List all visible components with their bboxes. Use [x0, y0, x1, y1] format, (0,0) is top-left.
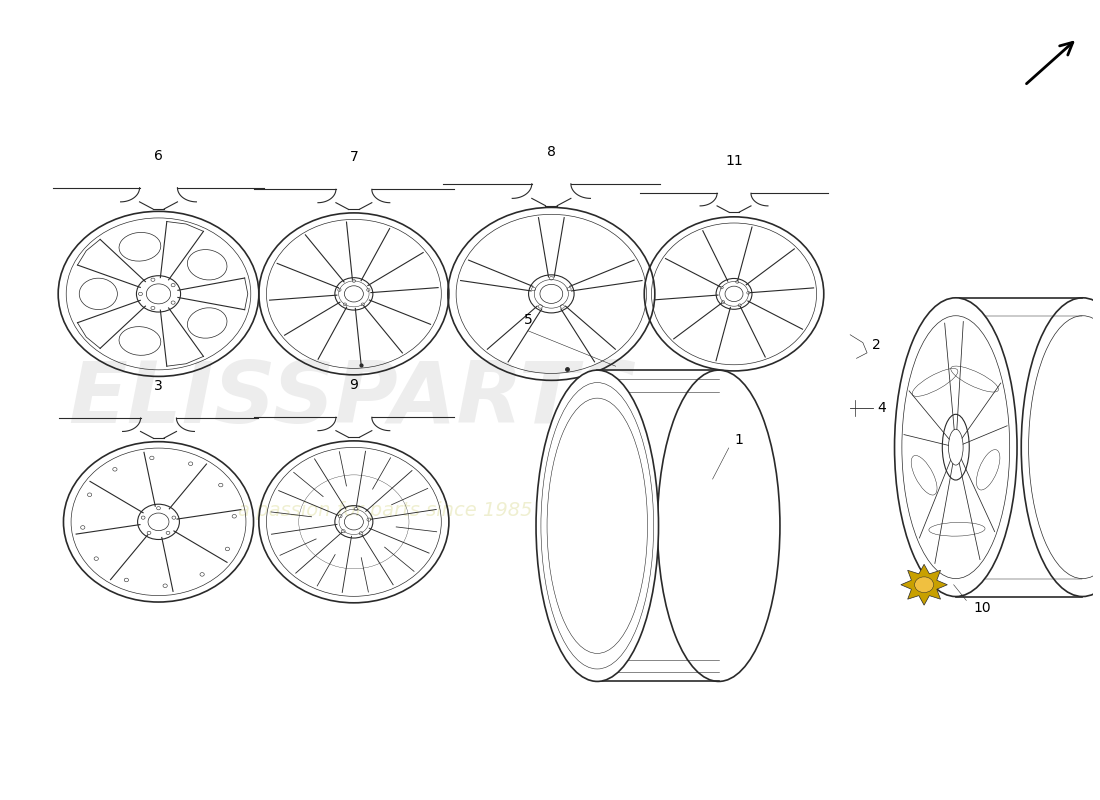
Ellipse shape: [536, 370, 659, 682]
Text: 8: 8: [547, 145, 556, 158]
Ellipse shape: [894, 298, 1018, 597]
Text: 10: 10: [974, 602, 991, 615]
Text: 7: 7: [350, 150, 359, 164]
Text: 6: 6: [154, 149, 163, 162]
Text: 11: 11: [725, 154, 742, 168]
Text: 5: 5: [524, 313, 532, 327]
Text: ELISSPARTS: ELISSPARTS: [68, 358, 640, 442]
Polygon shape: [901, 564, 947, 605]
Text: 2: 2: [872, 338, 881, 352]
Text: 3: 3: [154, 379, 163, 393]
Text: 1: 1: [735, 433, 744, 447]
Ellipse shape: [914, 577, 934, 593]
Text: 9: 9: [350, 378, 359, 392]
Text: 4: 4: [878, 401, 887, 415]
Text: a passion for parts since 1985: a passion for parts since 1985: [239, 501, 532, 519]
